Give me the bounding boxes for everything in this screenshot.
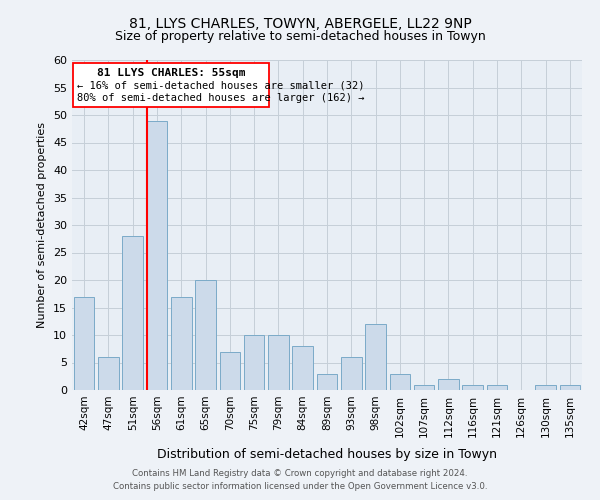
Bar [487,384,508,390]
X-axis label: Distribution of semi-detached houses by size in Towyn: Distribution of semi-detached houses by … [157,448,497,461]
Bar [195,280,216,390]
Bar [365,324,386,390]
Bar [122,236,143,390]
Bar [389,374,410,390]
Bar [535,384,556,390]
Text: Contains HM Land Registry data © Crown copyright and database right 2024.
Contai: Contains HM Land Registry data © Crown c… [113,470,487,491]
Text: 80% of semi-detached houses are larger (162) →: 80% of semi-detached houses are larger (… [77,93,364,103]
Bar [317,374,337,390]
Text: 81 LLYS CHARLES: 55sqm: 81 LLYS CHARLES: 55sqm [97,68,245,78]
FancyBboxPatch shape [73,62,269,107]
Bar [268,335,289,390]
Bar [438,379,459,390]
Bar [74,296,94,390]
Bar [463,384,483,390]
Bar [560,384,580,390]
Bar [98,357,119,390]
Text: ← 16% of semi-detached houses are smaller (32): ← 16% of semi-detached houses are smalle… [77,80,364,90]
Bar [244,335,265,390]
Text: Size of property relative to semi-detached houses in Towyn: Size of property relative to semi-detach… [115,30,485,43]
Bar [220,352,240,390]
Bar [292,346,313,390]
Bar [341,357,362,390]
Y-axis label: Number of semi-detached properties: Number of semi-detached properties [37,122,47,328]
Bar [146,120,167,390]
Text: 81, LLYS CHARLES, TOWYN, ABERGELE, LL22 9NP: 81, LLYS CHARLES, TOWYN, ABERGELE, LL22 … [128,18,472,32]
Bar [171,296,191,390]
Bar [414,384,434,390]
